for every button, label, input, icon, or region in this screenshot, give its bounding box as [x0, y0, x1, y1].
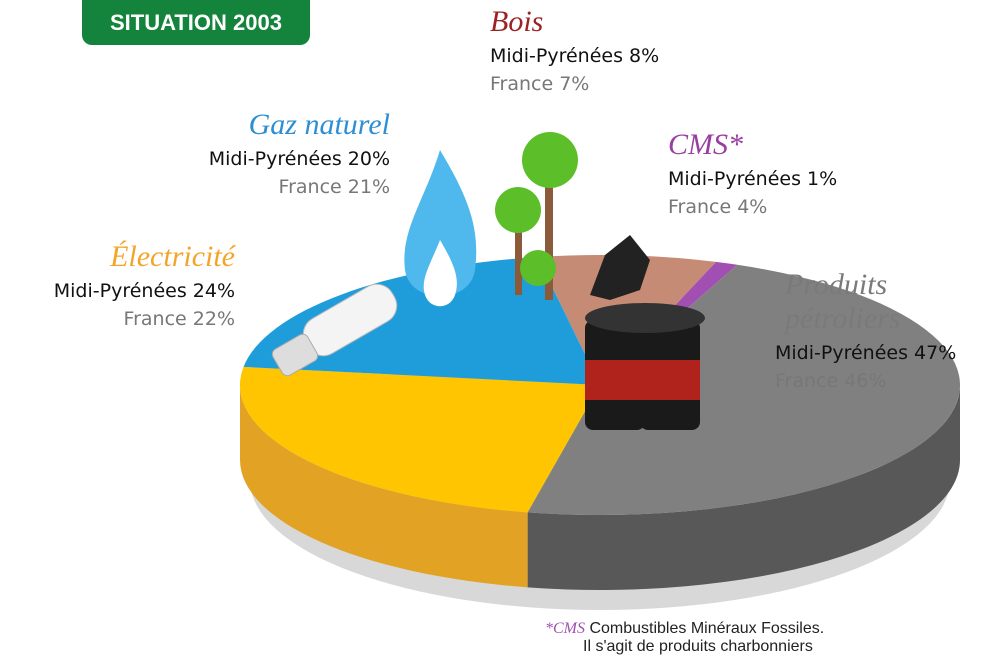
value-label: Midi-Pyrénées 24%	[53, 280, 235, 302]
comparison-label: France 4%	[668, 196, 768, 218]
comparison-label: France 46%	[775, 370, 887, 392]
slice-label: CMS* Midi-Pyrénées 1% France 4%	[668, 128, 837, 218]
slice	[240, 366, 600, 513]
value-label: Midi-Pyrénées 1%	[668, 168, 838, 190]
slice	[527, 264, 960, 515]
value-label: Midi-Pyrénées 20%	[208, 148, 390, 170]
slice	[243, 256, 601, 385]
slice-label: Électricité Midi-Pyrénées 24% France 22%	[54, 240, 235, 330]
category-label: CMS*	[668, 128, 743, 161]
footnote-text2: Il s'agit de produits charbonniers	[583, 638, 813, 655]
slice-label: Gaz naturel Midi-Pyrénées 20% France 21%	[209, 108, 390, 198]
slice-side	[527, 385, 960, 590]
footnote-text: Combustibles Minéraux Fossiles.	[589, 620, 825, 637]
value-label: Midi-Pyrénées 8%	[490, 45, 660, 67]
value-label: Midi-Pyrénées 47%	[775, 342, 957, 364]
comparison-label: France 22%	[123, 308, 235, 330]
category-label: Électricité	[110, 240, 235, 273]
category-label: Gaz naturel	[248, 108, 390, 141]
comparison-label: France 7%	[490, 73, 590, 95]
category-label: Bois	[490, 5, 544, 38]
title-badge: SITUATION 2003	[82, 0, 310, 45]
slice-side	[240, 385, 528, 588]
footnote-abbr: *CMS	[545, 620, 585, 637]
slice-label: Bois Midi-Pyrénées 8% France 7%	[490, 5, 659, 95]
slice-label: Produits pétroliers Midi-Pyrénées 47% Fran…	[775, 268, 956, 392]
comparison-label: France 21%	[278, 176, 390, 198]
footnote: *CMS Combustibles Minéraux Fossiles. Il …	[545, 620, 824, 656]
category-label: Produits pétroliers	[785, 268, 901, 335]
